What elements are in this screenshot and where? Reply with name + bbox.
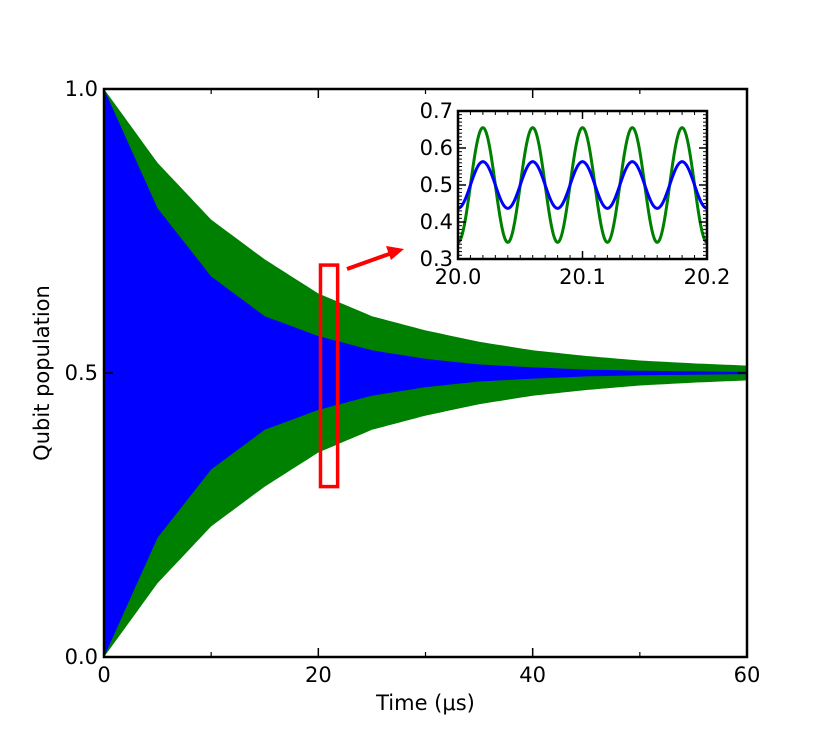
y-axis-label: Qubit population — [30, 285, 54, 461]
y-tick-label: 0.0 — [65, 645, 98, 669]
inset-x-tick-label: 20.2 — [684, 265, 731, 289]
y-tick-label: 1.0 — [65, 77, 98, 101]
x-axis-label: Time (μs) — [375, 691, 475, 715]
x-tick-label: 20 — [305, 663, 332, 687]
inset-y-tick-label: 0.5 — [420, 173, 453, 197]
inset-y-tick-label: 0.4 — [420, 210, 453, 234]
highlight-box — [318, 263, 340, 489]
inset-x-tick-label: 20.1 — [559, 265, 606, 289]
main-plot: 0 20 40 60 0.0 0.5 1.0 Time (μs) Qubit populatio… — [30, 77, 760, 715]
x-tick-label: 60 — [734, 663, 761, 687]
inset-y-tick-label: 0.7 — [420, 99, 453, 123]
inset-series-line-0 — [458, 126, 707, 244]
x-tick-label: 40 — [519, 663, 546, 687]
inset-plot: 0.3 0.4 0.5 0.6 0.7 20.0 20.1 20.2 — [420, 99, 731, 289]
y-tick-label: 0.5 — [65, 361, 98, 385]
zoom-arrow-head — [386, 246, 404, 260]
inset-y-tick-label: 0.6 — [420, 136, 453, 160]
inset-background — [458, 111, 707, 259]
inset-series-line-1 — [458, 160, 707, 210]
zoom-arrow-shaft — [346, 251, 393, 271]
series-band-1 — [104, 89, 747, 657]
inset-y-tick-label: 0.3 — [420, 247, 453, 271]
inset-x-tick-label: 20.0 — [435, 265, 482, 289]
x-tick-label: 0 — [97, 663, 110, 687]
